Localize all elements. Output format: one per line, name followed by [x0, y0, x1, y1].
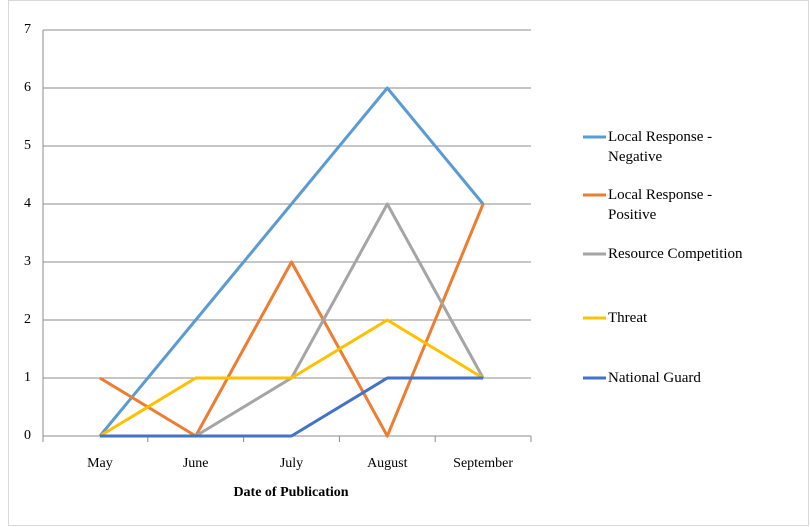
x-tick-label: May [87, 456, 113, 471]
y-tick-label: 6 [24, 80, 31, 95]
y-tick-label: 3 [24, 254, 31, 269]
legend-label: National Guard [608, 370, 701, 386]
y-tick-label: 0 [24, 428, 31, 443]
legend-label: Local Response - Positive [608, 187, 713, 223]
series-line [98, 86, 485, 437]
legend-label: Local Response - Negative [608, 129, 713, 165]
x-tick-label: June [183, 456, 209, 471]
legend-label: Resource Competition [608, 246, 743, 262]
y-tick-label: 5 [24, 138, 31, 153]
series-line [99, 203, 485, 438]
x-tick-label: August [367, 456, 408, 471]
y-tick-label: 2 [24, 312, 31, 327]
y-tick-label: 4 [24, 196, 31, 211]
y-tick-label: 7 [24, 22, 31, 37]
x-tick-label: July [280, 456, 303, 471]
series-line [99, 376, 484, 438]
y-tick-label: 1 [24, 370, 31, 385]
series-line [99, 318, 484, 438]
legend-label: Threat [608, 310, 648, 326]
chart-border [8, 0, 809, 526]
x-tick-label: September [453, 456, 513, 471]
x-axis-label: Date of Publication [233, 485, 348, 500]
